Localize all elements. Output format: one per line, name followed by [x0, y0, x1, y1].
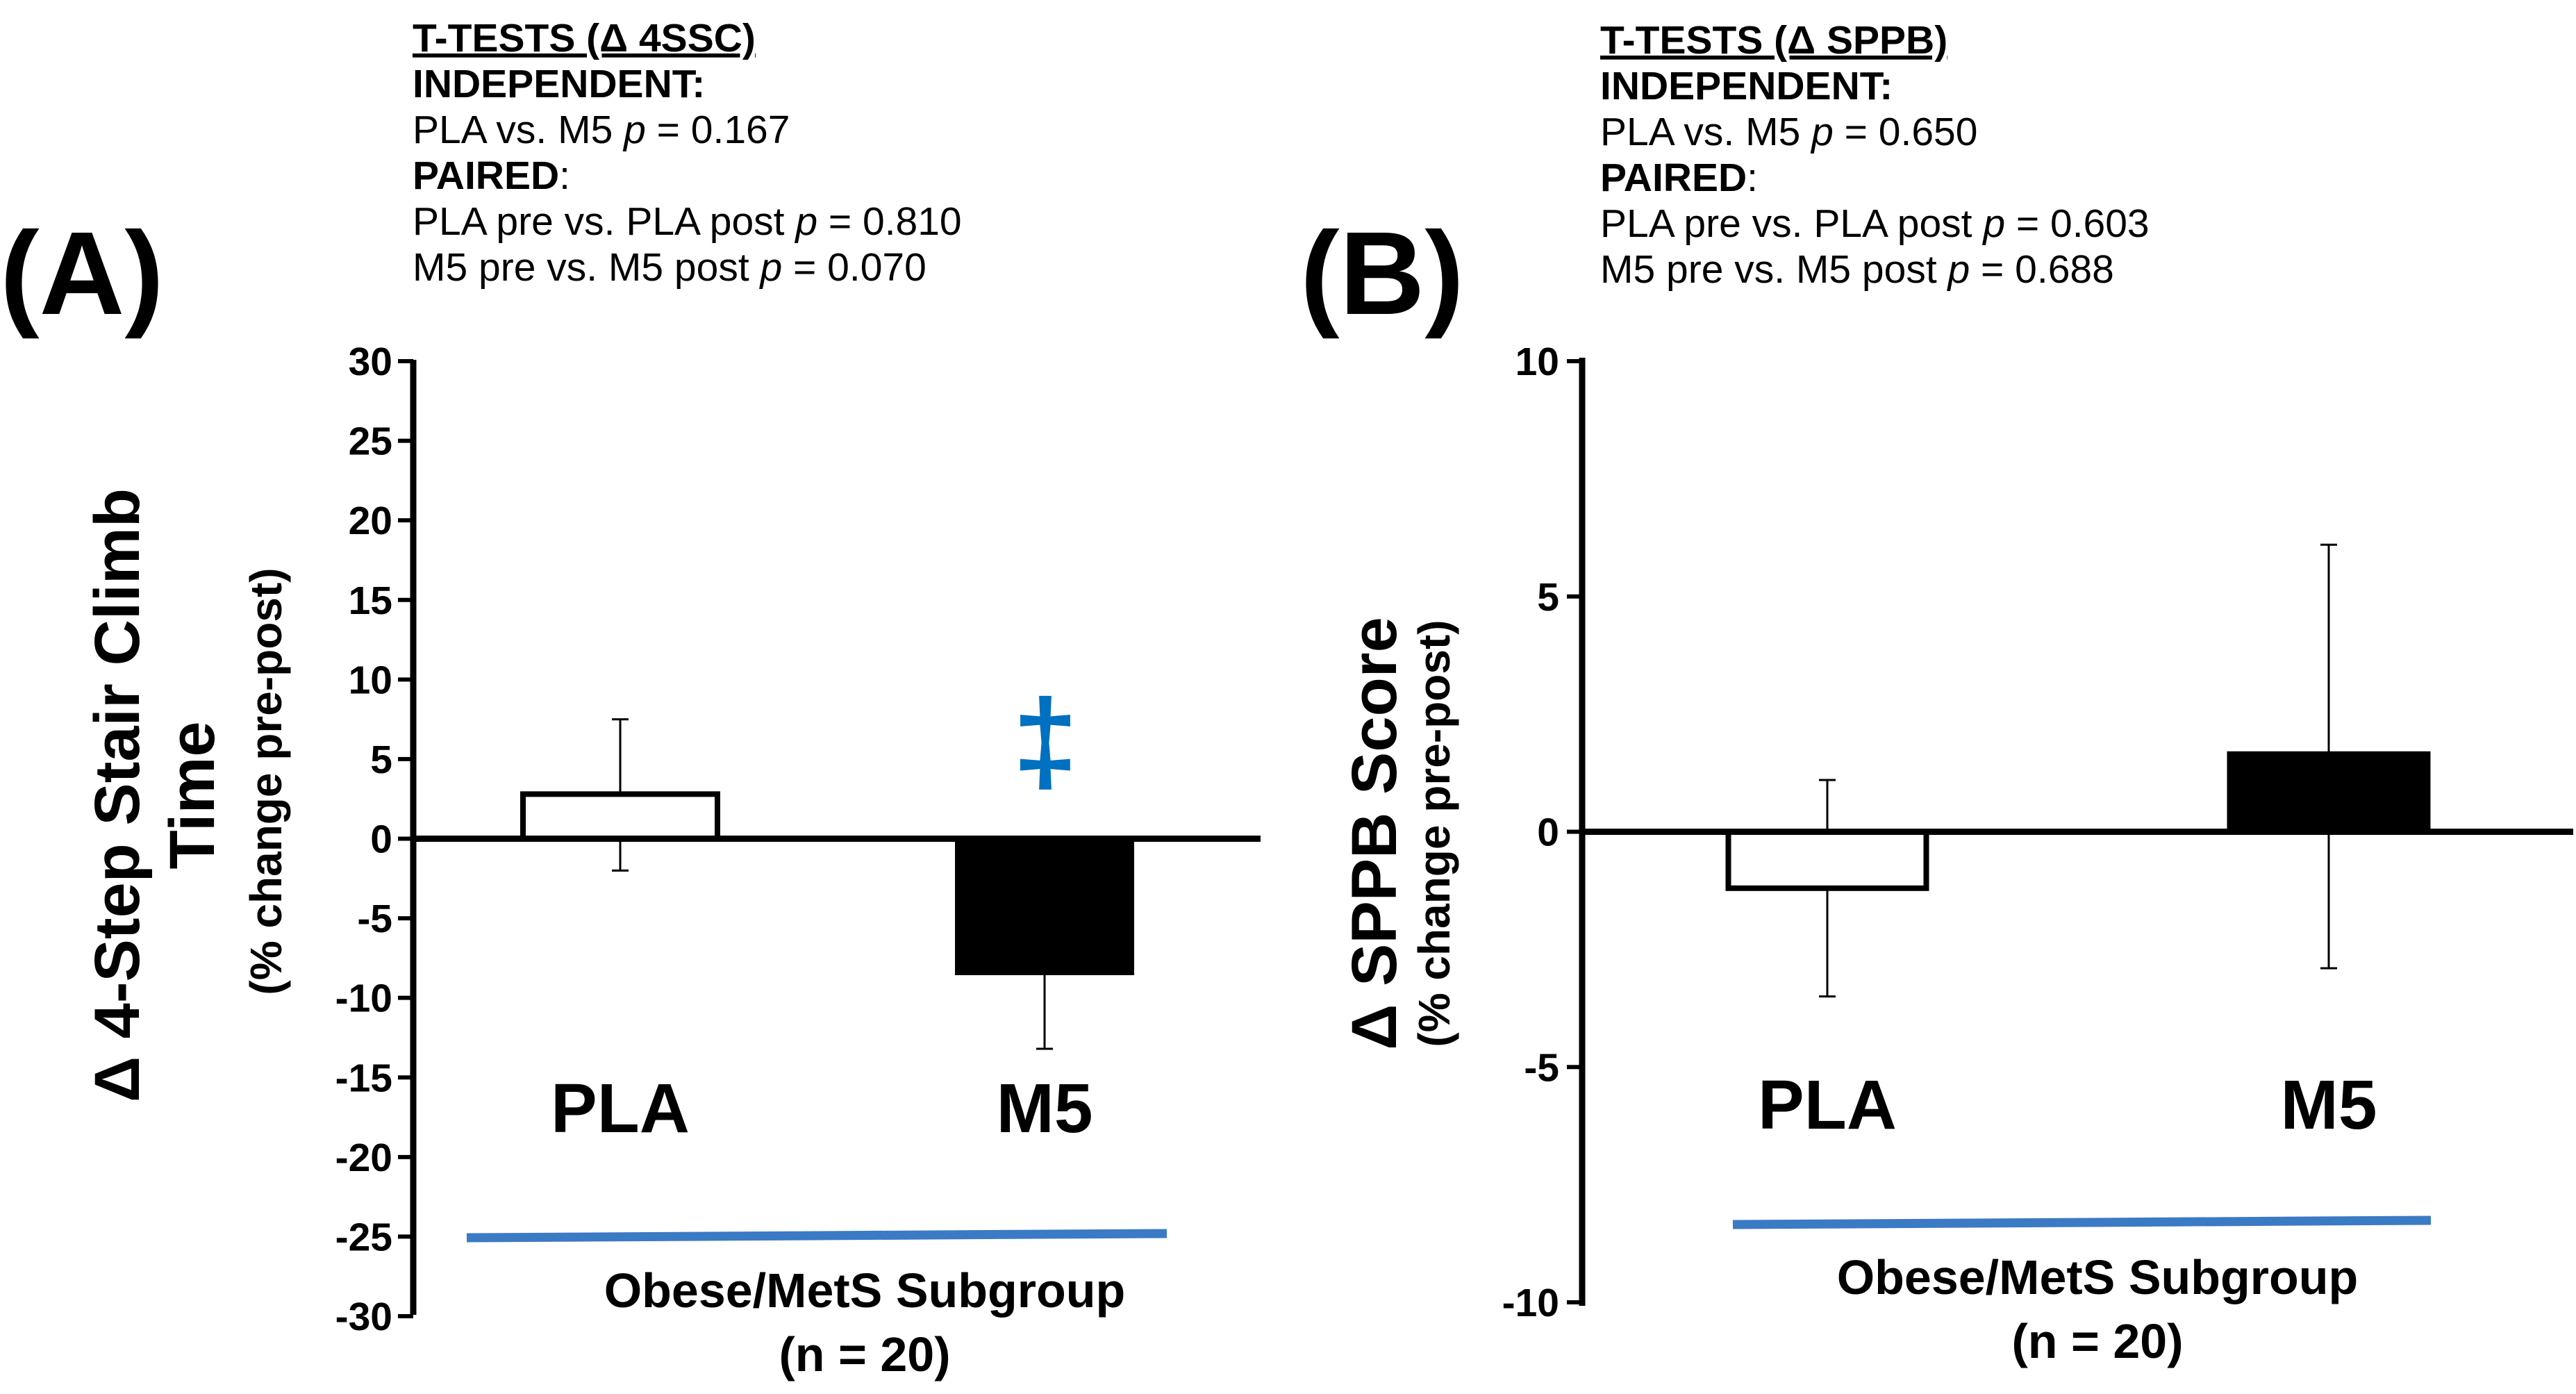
- panel-a-ylabel-line1: Δ 4-Step Stair Climb: [82, 488, 153, 1102]
- panel-a-label: (A): [0, 208, 164, 340]
- panel-a-stats-paired-label: PAIRED:: [413, 153, 570, 198]
- panel-b-stats-paired2-prefix: M5 pre vs. M5 post: [1600, 247, 1948, 292]
- panel-a-category-m5: M5: [997, 1070, 1093, 1147]
- panel-a-stats-paired1: PLA pre vs. PLA post p = 0.810: [413, 199, 962, 244]
- panel-b-stats-independent-p: p: [1810, 110, 1834, 154]
- panel-a-stats-paired2-value: = 0.070: [782, 245, 926, 290]
- panel-a-stats-independent-label: INDEPENDENT:: [413, 62, 705, 106]
- panel-a-bars: [520, 718, 1134, 1050]
- panel-a-ytick-label: -15: [335, 1056, 392, 1100]
- panel-b-ytick-label: -10: [1502, 1281, 1559, 1325]
- panel-b-group-label: Obese/MetS Subgroup: [1837, 1250, 2359, 1304]
- panel-b-bars: [1725, 543, 2431, 998]
- panel-a-ytick-label: -25: [335, 1215, 392, 1259]
- panel-a-stats-independent-p: p: [622, 108, 646, 152]
- panel-b-stats-independent-value: = 0.650: [1834, 110, 1978, 154]
- panel-b-stats-independent-prefix: PLA vs. M5: [1600, 110, 1811, 154]
- panel-a-ysub: (% change pre-post): [241, 567, 291, 995]
- panel-b-category-m5: M5: [2281, 1066, 2377, 1144]
- panel-a-stats-independent-value: = 0.167: [646, 108, 790, 152]
- panel-a-group-label: Obese/MetS Subgroup: [604, 1263, 1126, 1318]
- panel-b-bar-pla: [1725, 829, 1929, 891]
- panel-a-ytick-label: -5: [357, 897, 392, 941]
- panel-b-stats-paired1: PLA pre vs. PLA post p = 0.603: [1600, 201, 2150, 246]
- panel-b-stats-paired2: M5 pre vs. M5 post p = 0.688: [1600, 247, 2114, 292]
- panel-a-stats: T-TESTS (Δ 4SSC) INDEPENDENT: PLA vs. M5…: [413, 16, 962, 290]
- panel-b: (B) T-TESTS (Δ SPPB) INDEPENDENT: PLA vs…: [1300, 18, 2573, 1368]
- panel-a-stats-paired1-value: = 0.810: [817, 199, 962, 244]
- panel-b-category-pla: PLA: [1758, 1066, 1897, 1144]
- panel-b-stats-paired2-p: p: [1947, 247, 1970, 292]
- panel-a-stats-independent: PLA vs. M5 p = 0.167: [413, 108, 790, 152]
- panel-a-ytick-label: 30: [349, 340, 392, 384]
- panel-b-yaxis-ticks: 10 5 0 -5 -10: [1502, 340, 1582, 1325]
- panel-a-bar-m5: [955, 836, 1134, 975]
- panel-a-stats-paired-word: PAIRED: [413, 153, 559, 198]
- panel-b-ylabel: Δ SPPB Score: [1339, 617, 1410, 1049]
- panel-a-category-pla: PLA: [551, 1070, 690, 1147]
- panel-b-group-line: [1732, 1215, 2432, 1229]
- panel-a-stats-paired1-p: p: [794, 199, 817, 244]
- panel-b-stats-title: T-TESTS (Δ SPPB): [1600, 18, 1947, 63]
- panel-a-group-n: (n = 20): [779, 1327, 950, 1381]
- panel-b-ytick-label: 10: [1515, 340, 1559, 384]
- panel-a-significance-dagger: ‡: [1013, 675, 1079, 807]
- panel-b-bar-m5: [2227, 751, 2431, 835]
- panel-a-stats-title: T-TESTS (Δ 4SSC): [413, 16, 756, 60]
- panel-a-ytick-label: -10: [335, 977, 392, 1021]
- panel-a-ytick-label: -30: [335, 1295, 392, 1339]
- panel-b-group-n: (n = 20): [2011, 1314, 2183, 1368]
- panel-a-bar-pla: [520, 791, 720, 842]
- panel-a-stats-paired2-p: p: [759, 245, 783, 290]
- panel-b-stats-paired-label: PAIRED:: [1600, 156, 1758, 200]
- panel-a-stats-paired2-prefix: M5 pre vs. M5 post: [413, 245, 761, 290]
- panel-b-stats-independent: PLA vs. M5 p = 0.650: [1600, 110, 1977, 154]
- panel-a-ytick-label: 15: [349, 579, 392, 623]
- panel-b-ytick-label: 5: [1537, 575, 1559, 620]
- panel-a: (A) T-TESTS (Δ 4SSC) INDEPENDENT: PLA vs…: [0, 16, 1261, 1381]
- panel-b-stats-paired1-value: = 0.603: [2005, 201, 2150, 246]
- panel-a-ylabel: Δ 4-Step Stair Climb Time: [82, 488, 228, 1102]
- panel-a-stats-paired-colon: :: [559, 153, 570, 198]
- panel-a-ylabel-sub: (% change pre-post): [241, 567, 291, 995]
- panel-a-ytick-label: 5: [370, 738, 392, 782]
- panel-a-ylabel-line2: Time: [157, 721, 228, 869]
- panel-a-stats-paired1-prefix: PLA pre vs. PLA post: [413, 199, 795, 244]
- panel-b-ylabel-sub: (% change pre-post): [1409, 620, 1459, 1047]
- panel-a-ytick-label: 10: [349, 658, 392, 702]
- panel-a-ytick-label: -20: [335, 1136, 392, 1180]
- panel-b-stats-paired-colon: :: [1747, 156, 1758, 200]
- panel-b-stats-paired-word: PAIRED: [1600, 156, 1747, 200]
- panel-b-ytick-label: -5: [1524, 1045, 1559, 1090]
- panel-b-ysub: (% change pre-post): [1409, 620, 1459, 1047]
- panel-b-stats-paired1-p: p: [1981, 201, 2005, 246]
- panel-b-ytick-label: 0: [1537, 811, 1559, 855]
- panel-a-group-line: [466, 1229, 1167, 1243]
- panel-b-stats-paired2-value: = 0.688: [1970, 247, 2114, 292]
- panel-a-yaxis-ticks: 30 25 20 15 10 5 0 -5 -10 -15 -20 -25 -30: [335, 340, 413, 1339]
- panel-b-label: (B): [1300, 208, 1464, 340]
- panel-a-ytick-label: 25: [349, 420, 392, 464]
- panel-b-stats-paired1-prefix: PLA pre vs. PLA post: [1600, 201, 1983, 246]
- panel-a-stats-paired2: M5 pre vs. M5 post p = 0.070: [413, 245, 926, 290]
- panel-b-ylabel-line1: Δ SPPB Score: [1339, 617, 1410, 1049]
- panel-b-stats-independent-label: INDEPENDENT:: [1600, 64, 1893, 108]
- panel-a-ytick-label: 20: [349, 499, 392, 543]
- panel-a-ytick-label: 0: [370, 818, 392, 862]
- panel-a-stats-independent-prefix: PLA vs. M5: [413, 108, 624, 152]
- panel-b-stats: T-TESTS (Δ SPPB) INDEPENDENT: PLA vs. M5…: [1600, 18, 2150, 292]
